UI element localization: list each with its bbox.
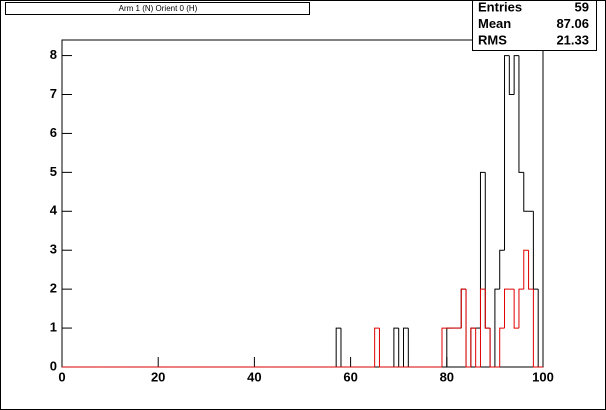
histogram-bin <box>504 55 510 251</box>
histogram-bin <box>335 327 341 367</box>
stat-value: 87.06 <box>556 16 589 31</box>
x-tick-label: 20 <box>151 369 165 384</box>
histogram-bin <box>374 327 380 367</box>
histogram-bin <box>489 328 495 368</box>
y-tick-label: 7 <box>50 86 57 101</box>
stat-label: Entries <box>478 0 522 14</box>
histogram-bin <box>484 289 491 329</box>
histogram-bin <box>494 288 500 367</box>
x-tick-label: 0 <box>58 369 65 384</box>
histogram-bin <box>513 55 519 95</box>
chart-title: Arm 1 (N) Orient 0 (H) <box>119 4 198 13</box>
histogram-bin <box>378 328 385 368</box>
histogram-bin <box>465 289 471 368</box>
histogram-bin <box>513 289 519 329</box>
histogram-bin <box>479 288 486 367</box>
histogram-bin <box>403 327 409 367</box>
histogram-bin <box>518 55 524 173</box>
y-tick-label: 1 <box>50 320 57 335</box>
y-tick-label: 8 <box>50 47 57 62</box>
histogram-bin <box>532 289 539 368</box>
histogram-bin <box>504 288 510 329</box>
histogram-bin <box>523 172 529 212</box>
histogram-bin <box>499 249 505 290</box>
x-tick-label: 60 <box>343 369 357 384</box>
histogram-bin <box>441 327 447 367</box>
stats-box <box>472 0 597 51</box>
y-tick-label: 4 <box>50 203 58 218</box>
stat-value: 59 <box>575 0 589 14</box>
y-tick-label: 3 <box>50 242 57 257</box>
x-tick-label: 40 <box>247 369 261 384</box>
histogram-bin <box>508 55 515 95</box>
y-tick-label: 6 <box>50 125 57 140</box>
histogram-bin <box>523 249 529 290</box>
title-box <box>5 2 310 15</box>
histogram-bin <box>460 288 467 329</box>
histogram-bin <box>479 171 486 329</box>
histogram-bin <box>393 327 399 367</box>
histogram-bin <box>518 288 524 329</box>
x-tick-label: 100 <box>532 369 554 384</box>
x-tick-label: 80 <box>440 369 454 384</box>
histogram-bin <box>470 327 476 367</box>
stat-label: RMS <box>478 32 507 47</box>
y-tick-label: 5 <box>50 164 57 179</box>
stat-label: Mean <box>478 16 511 31</box>
stat-value: 21.33 <box>556 32 589 47</box>
histogram-bin <box>475 328 481 368</box>
y-tick-label: 0 <box>50 358 57 373</box>
histogram-bin <box>499 327 505 367</box>
histogram-bin <box>528 250 534 290</box>
y-tick-label: 2 <box>50 281 57 296</box>
